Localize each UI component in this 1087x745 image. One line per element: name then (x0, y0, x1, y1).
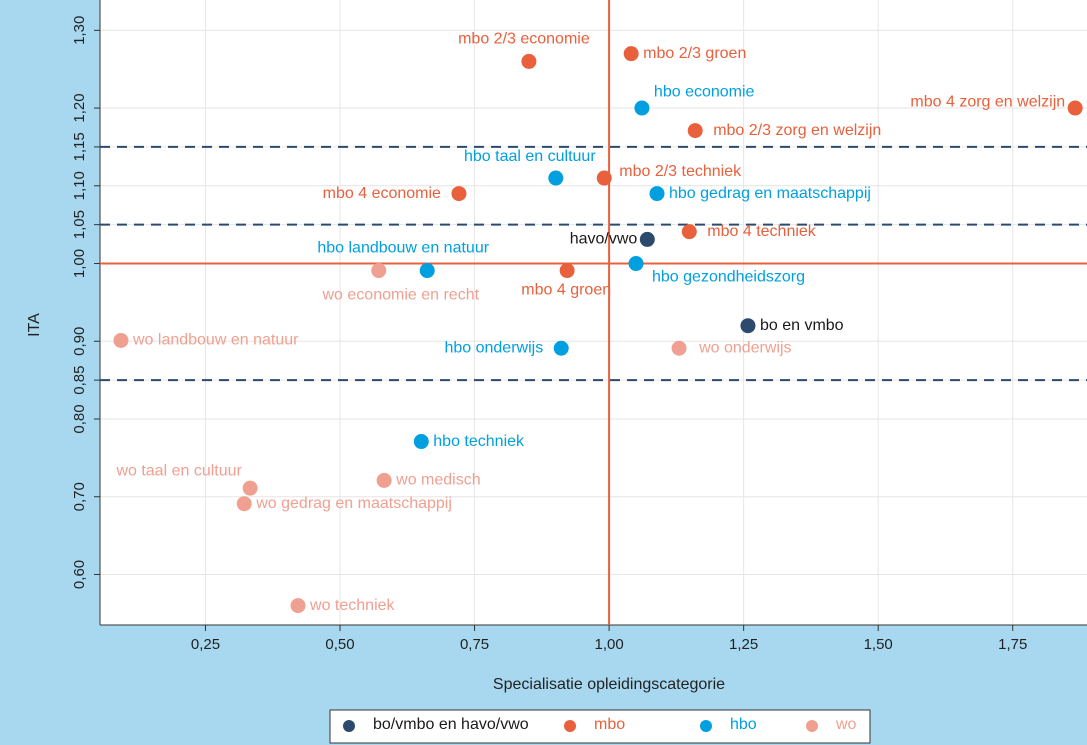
point-label: wo gedrag en maatschappij (255, 495, 452, 512)
point-label: wo economie en recht (322, 287, 480, 304)
y-tick-label: 0,80 (71, 404, 88, 433)
point-label: havo/vwo (570, 231, 638, 248)
x-tick-label: 1,75 (998, 636, 1027, 653)
legend-marker (806, 720, 818, 732)
point (687, 123, 703, 139)
y-axis-label: ITA (26, 313, 43, 337)
point-label: hbo gezondheidszorg (652, 269, 805, 286)
legend-label: hbo (730, 716, 757, 733)
y-tick-label: 1,00 (71, 249, 88, 278)
point (548, 170, 564, 186)
point-label: hbo onderwijs (444, 339, 543, 356)
point-label: wo techniek (309, 597, 395, 614)
y-tick-label: 1,15 (71, 132, 88, 161)
legend-label: wo (835, 716, 857, 733)
point-label: mbo 2/3 economie (458, 31, 590, 48)
point (113, 332, 129, 348)
point-label: mbo 2/3 groen (643, 45, 746, 62)
point-label: bo en vmbo (760, 317, 844, 334)
y-tick-label: 0,85 (71, 366, 88, 395)
point-label: mbo 4 zorg en welzijn (910, 93, 1065, 110)
point (634, 100, 650, 116)
y-tick-label: 0,60 (71, 560, 88, 589)
point (681, 224, 697, 240)
point-label: hbo gedrag en maatschappij (669, 185, 871, 202)
point (419, 263, 435, 279)
point-label: mbo 4 groen (521, 282, 611, 299)
point (1067, 100, 1083, 116)
point-label: wo landbouw en natuur (132, 332, 299, 349)
legend-marker (564, 720, 576, 732)
point-label: mbo 2/3 techniek (619, 163, 742, 180)
x-axis-label: Specialisatie opleidingscategorie (493, 676, 725, 693)
point-label: hbo techniek (433, 433, 525, 450)
x-tick-label: 1,25 (729, 636, 758, 653)
point (740, 318, 756, 334)
x-tick-label: 1,00 (595, 636, 624, 653)
legend-label: mbo (594, 716, 625, 733)
point-label: wo onderwijs (698, 339, 791, 356)
point (376, 472, 392, 488)
y-tick-label: 0,90 (71, 327, 88, 356)
point (451, 186, 467, 202)
point (413, 434, 429, 450)
y-tick-label: 1,30 (71, 16, 88, 45)
y-tick-label: 1,05 (71, 210, 88, 239)
point (242, 480, 258, 496)
point-label: hbo taal en cultuur (464, 148, 596, 165)
y-tick-label: 1,10 (71, 171, 88, 200)
legend-marker (700, 720, 712, 732)
point (236, 496, 252, 512)
point-label: wo taal en cultuur (115, 462, 242, 479)
point (649, 186, 665, 202)
x-tick-label: 0,75 (460, 636, 489, 653)
point-label: wo medisch (395, 472, 480, 489)
point-label: hbo economie (654, 83, 755, 100)
x-tick-label: 1,50 (864, 636, 893, 653)
point (553, 340, 569, 356)
point-label: mbo 2/3 zorg en welzijn (713, 122, 881, 139)
point (596, 170, 612, 186)
y-tick-label: 0,70 (71, 482, 88, 511)
point (639, 231, 655, 247)
point-label: mbo 4 techniek (707, 223, 817, 240)
y-tick-label: 1,20 (71, 93, 88, 122)
point-label: hbo landbouw en natuur (317, 240, 489, 257)
point (559, 263, 575, 279)
point (521, 53, 537, 69)
point (371, 263, 387, 279)
legend-box (329, 709, 871, 744)
legend-marker (343, 720, 355, 732)
x-tick-label: 0,50 (325, 636, 354, 653)
point (290, 598, 306, 614)
x-tick-label: 0,25 (191, 636, 220, 653)
point (628, 256, 644, 272)
point (623, 46, 639, 62)
point-label: mbo 4 economie (323, 185, 441, 202)
plot-area (100, 0, 1087, 625)
legend-label: bo/vmbo en havo/vwo (373, 716, 529, 733)
point (671, 340, 687, 356)
